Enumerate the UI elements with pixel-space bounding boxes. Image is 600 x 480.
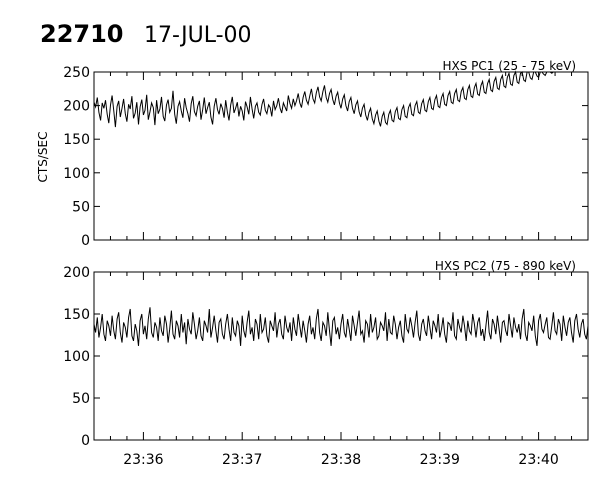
series-line-pc2 [93,307,589,346]
panel-pc1-frame [93,71,589,241]
y-tick-label: 0 [81,233,90,249]
y-tick-label: 50 [72,199,90,215]
y-tick-label: 0 [81,433,90,449]
panel-pc2-label: HXS PC2 (75 - 890 keV) [435,259,576,273]
y-axis-label: CTS/SEC [36,132,50,183]
y-tick-label: 200 [63,265,90,281]
orbit-number: 22710 [40,20,124,48]
panel-pc2: HXS PC2 (75 - 890 keV) 0 50 100 150 200 23:36… [63,259,589,468]
y-tick-label: 250 [63,65,90,81]
panel-pc1-label: HXS PC1 (25 - 75 keV) [442,59,576,73]
x-tick-label: 23:40 [518,452,558,468]
x-tick-label: 23:39 [420,452,460,468]
panel-pc2-frame [93,271,589,441]
y-tick-label: 100 [63,166,90,182]
y-tick-label: 100 [63,349,90,365]
y-tick-label: 50 [72,391,90,407]
panel-pc1: HXS PC1 (25 - 75 keV) CTS/SEC 0 50 100 150 2… [36,59,589,249]
header-date: 17-JUL-00 [144,23,252,48]
series-line-pc1 [93,70,588,128]
y-tick-label: 200 [63,99,90,115]
x-tick-label: 23:36 [123,452,163,468]
y-tick-label: 150 [63,132,90,148]
x-tick-label: 23:38 [321,452,361,468]
y-tick-label: 150 [63,307,90,323]
x-tick-label: 23:37 [222,452,262,468]
